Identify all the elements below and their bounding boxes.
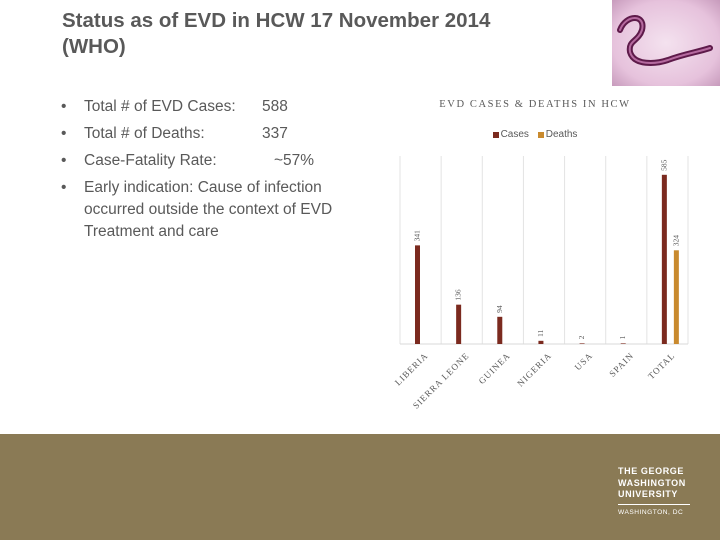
legend-swatch-cases bbox=[492, 131, 499, 138]
data-label-cases-nigeria: 11 bbox=[536, 329, 545, 336]
bar-cases-usa bbox=[579, 343, 585, 344]
category-label-usa: USA bbox=[573, 350, 595, 372]
legend-label-cases: Cases bbox=[500, 129, 529, 140]
legend-swatch-deaths bbox=[537, 131, 544, 138]
case-fatality-label: Case-Fatality Rate: bbox=[84, 152, 217, 169]
bullet-total-deaths: • Total # of Deaths: 337 bbox=[58, 123, 358, 144]
total-deaths-label: Total # of Deaths: bbox=[84, 125, 205, 142]
category-label-spain: SPAIN bbox=[607, 350, 635, 378]
data-label-cases-spain: 1 bbox=[618, 335, 627, 339]
total-deaths-value: 337 bbox=[262, 125, 288, 142]
logo-line-3: UNIVERSITY bbox=[618, 489, 679, 499]
category-label-total: TOTAL bbox=[646, 350, 677, 381]
data-label-cases-liberia: 341 bbox=[413, 230, 422, 242]
title-line-2: (WHO) bbox=[62, 35, 126, 58]
hcw-bar-chart: EVD CASES & DEATHS IN HCW Cases Deaths 3… bbox=[380, 90, 690, 430]
slide-title: Status as of EVD in HCW 17 November 2014… bbox=[62, 8, 602, 60]
chart-title: EVD CASES & DEATHS IN HCW bbox=[439, 99, 631, 110]
data-label-cases-sierra-leone: 136 bbox=[454, 289, 463, 301]
chart-legend: Cases Deaths bbox=[380, 129, 690, 141]
bullet-dot: • bbox=[61, 152, 67, 169]
logo-line-1: THE GEORGE bbox=[618, 466, 685, 476]
logo-line-2: WASHINGTON bbox=[618, 477, 686, 488]
early-indication-text: Early indication: Cause of infection occ… bbox=[84, 179, 333, 240]
bar-cases-sierra-leone bbox=[456, 304, 462, 344]
data-label-cases-guinea: 94 bbox=[495, 305, 504, 313]
bullet-dot: • bbox=[61, 98, 67, 115]
bullet-early-indication: • Early indication: Cause of infection o… bbox=[58, 177, 358, 243]
data-label-cases-total: 585 bbox=[659, 159, 668, 171]
category-label-liberia: LIBERIA bbox=[393, 350, 430, 387]
footer-band: THE GEORGE WASHINGTON UNIVERSITY WASHING… bbox=[0, 434, 720, 540]
bullet-dot: • bbox=[61, 179, 67, 196]
data-label-deaths-total: 324 bbox=[671, 235, 680, 247]
bar-deaths-total bbox=[673, 250, 679, 344]
category-label-guinea: GUINEA bbox=[477, 350, 513, 386]
legend-item-deaths: Deaths bbox=[537, 129, 578, 140]
data-label-cases-usa: 2 bbox=[577, 335, 586, 339]
bullet-total-cases: • Total # of EVD Cases: 588 bbox=[58, 96, 358, 117]
bar-cases-total bbox=[661, 174, 667, 344]
bar-cases-guinea bbox=[497, 316, 503, 344]
bullet-dot: • bbox=[61, 125, 67, 142]
ebola-virus-image bbox=[612, 0, 720, 86]
gwu-logo: THE GEORGE WASHINGTON UNIVERSITY WASHING… bbox=[618, 466, 690, 516]
total-cases-label: Total # of EVD Cases: bbox=[84, 98, 236, 115]
logo-city: WASHINGTON, DC bbox=[618, 508, 684, 516]
bar-cases-spain bbox=[620, 343, 626, 344]
bullet-case-fatality: • Case-Fatality Rate: ~57% bbox=[58, 150, 358, 171]
total-cases-value: 588 bbox=[262, 98, 288, 115]
logo-divider bbox=[618, 503, 690, 505]
bar-cases-liberia bbox=[415, 245, 420, 344]
legend-label-deaths: Deaths bbox=[545, 129, 578, 140]
case-fatality-value: ~57% bbox=[274, 152, 315, 169]
legend-item-cases: Cases bbox=[492, 129, 529, 140]
title-line-1: Status as of EVD in HCW 17 November 2014 bbox=[62, 9, 491, 32]
status-bullet-list: • Total # of EVD Cases: 588 • Total # of… bbox=[58, 96, 358, 249]
bar-cases-nigeria bbox=[538, 340, 544, 344]
category-label-nigeria: NIGERIA bbox=[515, 350, 553, 388]
